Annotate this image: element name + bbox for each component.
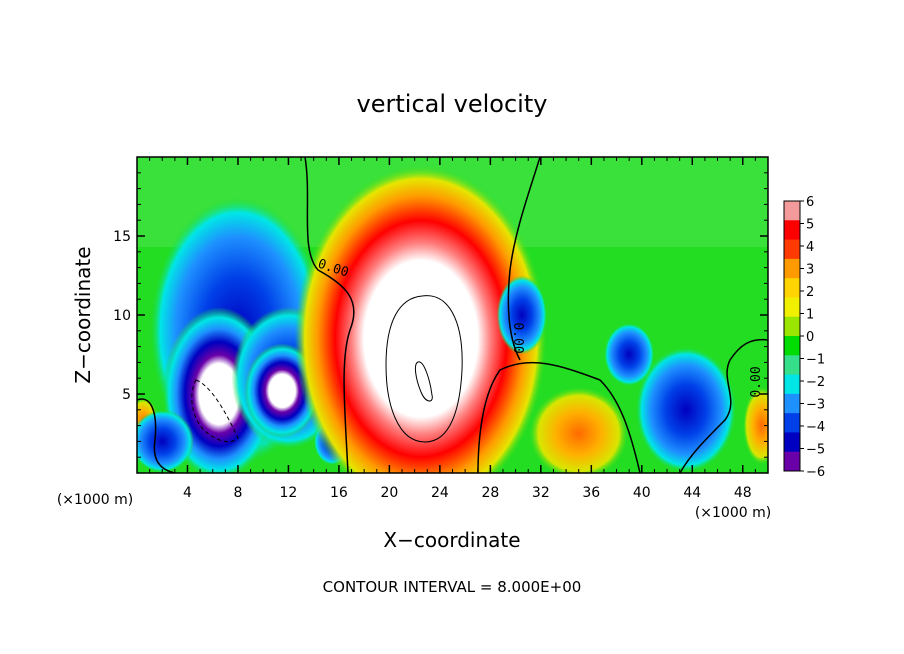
x-axis-unit-right: (×1000 m): [695, 505, 771, 521]
colorbar-tick-label: −4: [806, 420, 825, 435]
colorbar-segment: [784, 278, 800, 298]
downdraft-contour-dashed: [191, 379, 239, 443]
colorbar-segment: [784, 336, 800, 356]
chart-title: vertical velocity: [357, 90, 548, 118]
colorbar-segment: [784, 355, 800, 376]
zero-contour-west: [304, 157, 355, 473]
colorbar: 6 5 4 3 2 1 0 −1 −2 −3 −4 −5 −6: [783, 195, 825, 480]
colorbar-segment: [784, 201, 800, 221]
colorbar-tick-label: 2: [806, 285, 814, 300]
updraft-contour-outer: [385, 295, 463, 443]
colorbar-tick-label: 1: [806, 308, 814, 323]
x-tick-label: 12: [280, 485, 298, 501]
colorbar-tick-label: 6: [806, 195, 814, 210]
colorbar-segment: [784, 413, 800, 433]
downdraft-weak-central: [496, 275, 548, 355]
x-tick-label: 32: [532, 485, 550, 501]
downdraft-left-low: [137, 409, 194, 473]
colorbar-segment: [784, 258, 800, 279]
colorbar-tick-label: 3: [806, 263, 814, 278]
colorbar-tick-label: −2: [806, 375, 825, 390]
x-tick-label: 48: [734, 485, 752, 501]
colorbar-tick-label: 5: [806, 218, 814, 233]
y-axis-label: Z−coordinate: [71, 246, 95, 383]
zero-contour-central: [507, 157, 541, 361]
field-blobs: [137, 164, 768, 473]
x-tick-label: 8: [233, 485, 242, 501]
x-axis-label: X−coordinate: [383, 528, 520, 552]
x-tick-label: 40: [633, 485, 651, 501]
x-axis-unit-left: (×1000 m): [57, 492, 133, 508]
x-tick-label: 44: [683, 485, 701, 501]
downdraft-weak-east: [603, 322, 655, 387]
colorbar-tick-label: −6: [806, 465, 825, 480]
updraft-edge: [742, 386, 768, 466]
updraft-weak-east: [528, 386, 630, 473]
y-tick-label: 5: [122, 387, 131, 403]
colorbar-segment: [784, 297, 800, 318]
colorbar-tick-label: −1: [806, 353, 825, 368]
contour-interval-note: CONTOUR INTERVAL = 8.000E+00: [323, 578, 582, 596]
downdraft-east: [635, 346, 737, 473]
colorbar-segment: [784, 239, 800, 260]
zero-contour-low: [477, 361, 641, 473]
x-tick-label: 24: [431, 485, 449, 501]
zero-contour-lowleft: [137, 398, 176, 473]
zero-contour-east: [679, 338, 768, 473]
y-axis: 5 10 15: [113, 172, 768, 458]
colorbar-segment: [784, 316, 800, 337]
colorbar-segment: [784, 432, 800, 453]
contour-label: 0.00: [749, 366, 764, 397]
colorbar-segment: [784, 220, 800, 241]
x-tick-label: 36: [582, 485, 600, 501]
colorbar-tick-label: 0: [806, 330, 814, 345]
updraft-contour-inner: [414, 361, 433, 402]
updraft-core: [294, 164, 548, 473]
x-tick-label: 16: [330, 485, 348, 501]
colorbar-tick-label: −3: [806, 398, 825, 413]
y-tick-label: 15: [113, 229, 131, 245]
colorbar-segment: [784, 393, 800, 414]
contour-label: 0.00: [510, 322, 525, 353]
colorbar-segment: [784, 374, 800, 395]
colorbar-tick-label: 4: [806, 240, 814, 255]
x-tick-label: 4: [183, 485, 192, 501]
colorbar-tick-label: −5: [806, 443, 825, 458]
y-tick-label: 10: [113, 308, 131, 324]
x-axis: 4 8 12 16 20 24 28 32 36 40 44 48: [149, 157, 756, 501]
x-tick-label: 28: [481, 485, 499, 501]
x-tick-label: 20: [380, 485, 398, 501]
plot-area: 0.000.000.00: [136, 156, 769, 474]
colorbar-segment: [784, 451, 800, 472]
contour-lines: [137, 157, 768, 473]
